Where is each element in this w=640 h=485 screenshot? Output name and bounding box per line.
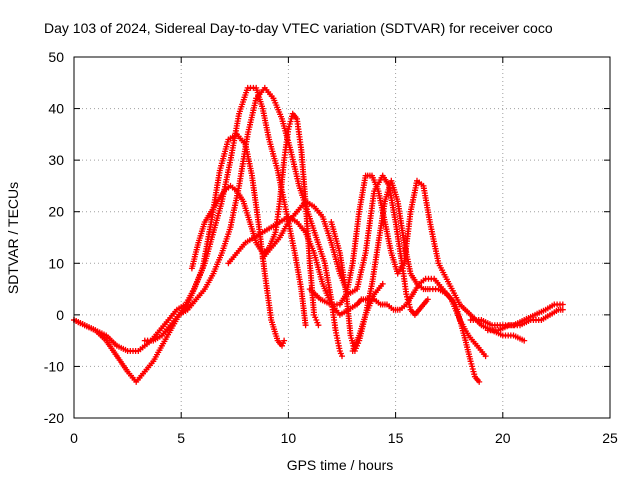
- x-tick-label: 10: [281, 430, 297, 446]
- x-tick-label: 0: [70, 430, 78, 446]
- y-tick-label: 50: [48, 49, 64, 65]
- axis-ticks: 0 5 10 15 20 25 -20 -10 0 10 20 30 40 50: [44, 49, 618, 446]
- y-tick-label: -20: [44, 410, 64, 426]
- x-tick-label: 5: [177, 430, 185, 446]
- series-markers: [484, 306, 566, 334]
- series-pass-11: [328, 219, 386, 354]
- chart-title: Day 103 of 2024, Sidereal Day-to-day VTE…: [44, 20, 553, 36]
- y-axis-label: SDTVAR / TECUs: [5, 182, 21, 294]
- series-markers: [306, 172, 528, 344]
- y-tick-label: 30: [48, 152, 64, 168]
- x-tick-label: 25: [602, 430, 618, 446]
- series-markers: [328, 219, 386, 354]
- y-tick-label: 10: [48, 255, 64, 271]
- y-tick-label: 20: [48, 204, 64, 220]
- series-pass-5: [225, 213, 489, 360]
- x-tick-label: 20: [495, 430, 511, 446]
- series-pass-7: [306, 172, 528, 344]
- y-tick-label: -10: [44, 358, 64, 374]
- series-markers: [141, 84, 345, 360]
- series-pass-6: [259, 172, 431, 318]
- x-tick-label: 15: [388, 430, 404, 446]
- y-tick-label: 40: [48, 101, 64, 117]
- plot-frame: [73, 56, 611, 419]
- y-tick-label: 0: [56, 307, 64, 323]
- series-line: [72, 133, 286, 353]
- x-axis-label: GPS time / hours: [287, 457, 394, 473]
- series-pass-3: [141, 84, 345, 360]
- data-series: [71, 84, 566, 385]
- series-pass-10: [484, 306, 566, 334]
- series-pass-9: [467, 301, 566, 329]
